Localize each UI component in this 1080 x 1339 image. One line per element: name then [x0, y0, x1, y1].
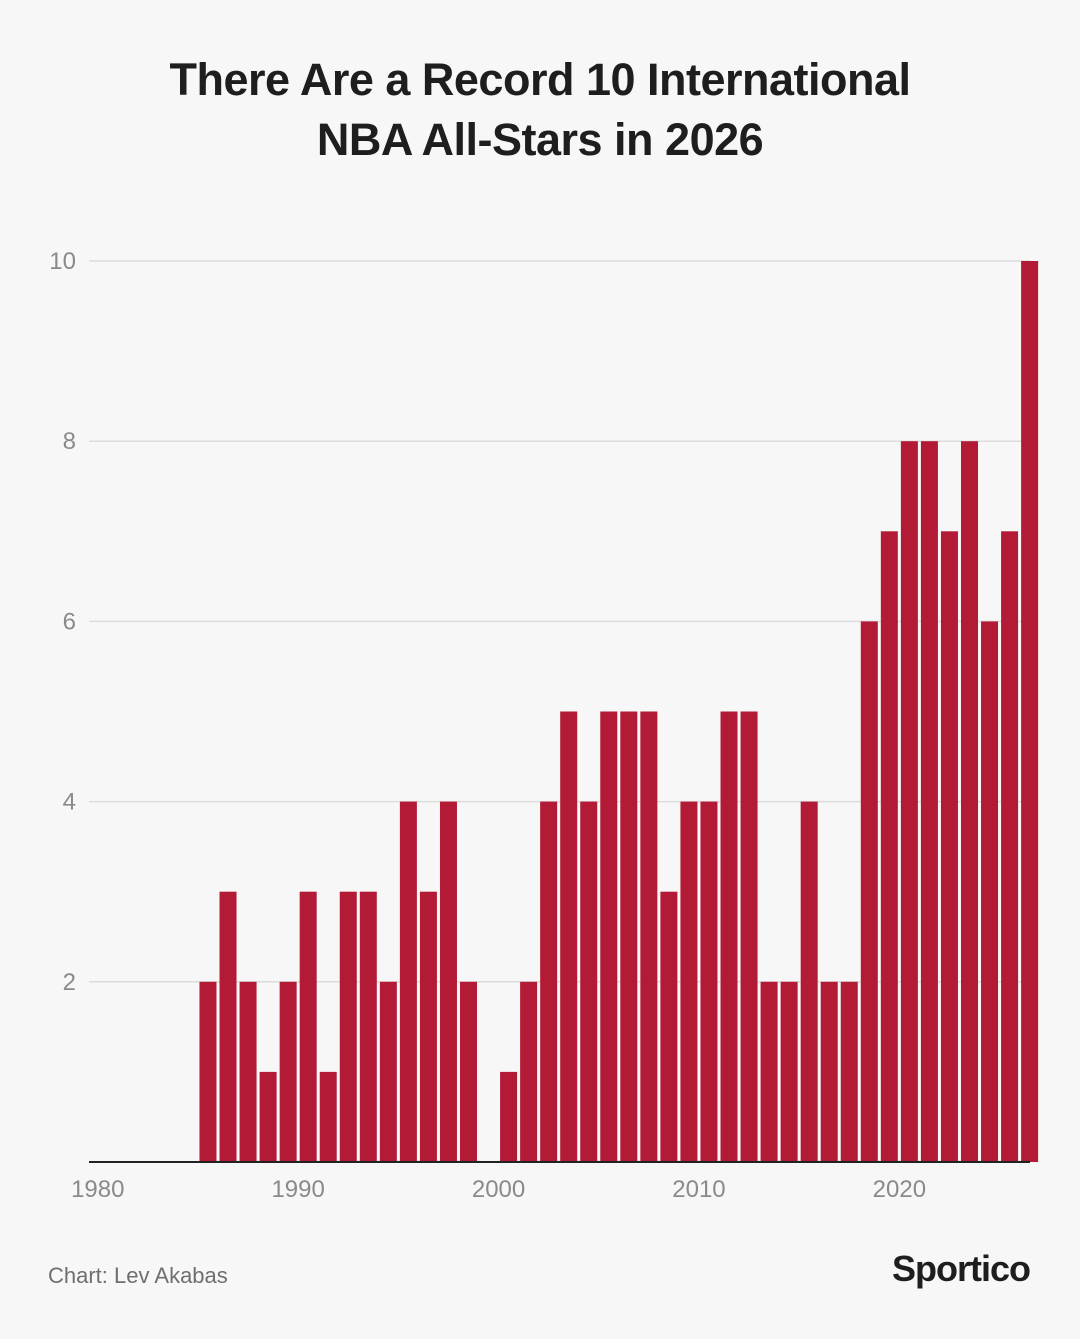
x-axis-tick-labels: 1980 1990 2000 2010 2020	[71, 1176, 926, 1203]
bar-2014	[780, 981, 798, 1162]
bar-1988	[259, 1071, 277, 1162]
chart-title: There Are a Record 10 International NBA …	[60, 50, 1020, 170]
bar-1993	[359, 891, 377, 1162]
bar-2011	[720, 711, 738, 1162]
bar-1991	[319, 1071, 337, 1162]
bar-1987	[239, 981, 257, 1162]
chart-credit: Chart: Lev Akabas	[48, 1263, 228, 1288]
y-tick-label-4: 4	[63, 789, 76, 816]
x-tick-label-2010: 2010	[672, 1176, 725, 1203]
bar-2017	[840, 981, 858, 1162]
bar-2002	[540, 801, 558, 1162]
bar-1985	[199, 981, 217, 1162]
bar-2016	[820, 981, 838, 1162]
bar-1995	[399, 801, 417, 1162]
bar-2000	[500, 1071, 518, 1162]
bar-2015	[800, 801, 818, 1162]
x-tick-label-2000: 2000	[472, 1176, 525, 1203]
bar-2008	[660, 891, 678, 1162]
bar-2018	[860, 621, 878, 1162]
y-axis-tick-labels: 2 4 6 8 10	[49, 248, 76, 996]
bars	[199, 261, 1039, 1162]
bar-2007	[640, 711, 658, 1162]
bar-2006	[620, 711, 638, 1162]
y-tick-label-8: 8	[63, 428, 76, 455]
bar-2021	[920, 441, 938, 1162]
bar-2019	[880, 531, 898, 1162]
bar-2022	[940, 531, 958, 1162]
bar-2005	[600, 711, 618, 1162]
x-tick-label-1990: 1990	[271, 1176, 324, 1203]
bar-2013	[760, 981, 778, 1162]
bar-2003	[560, 711, 578, 1162]
chart-title-line-2: NBA All-Stars in 2026	[316, 114, 764, 165]
bar-1996	[419, 891, 437, 1162]
bar-2001	[520, 981, 538, 1162]
y-tick-label-2: 2	[63, 969, 76, 996]
x-tick-label-2020: 2020	[873, 1176, 926, 1203]
chart-title-line-1: There Are a Record 10 International	[169, 54, 911, 105]
bar-1989	[279, 981, 297, 1162]
bar-1990	[299, 891, 317, 1162]
bar-2023	[961, 441, 978, 1162]
x-tick-label-1980: 1980	[71, 1176, 124, 1203]
sportico-logo: Sportico	[891, 1248, 1031, 1289]
bar-2026	[1021, 261, 1039, 1162]
bar-2012	[740, 711, 758, 1162]
bar-2025	[1001, 531, 1019, 1162]
bar-2020	[900, 441, 918, 1162]
bar-1997	[439, 801, 457, 1162]
y-tick-label-6: 6	[63, 608, 76, 635]
y-tick-label-10: 10	[49, 248, 76, 275]
bar-2004	[580, 801, 598, 1162]
bar-2010	[700, 801, 718, 1162]
bar-2009	[680, 801, 698, 1162]
bar-1992	[339, 891, 357, 1162]
bar-1998	[460, 981, 477, 1162]
bar-2024	[981, 621, 999, 1162]
bar-1994	[379, 981, 397, 1162]
bar-1986	[219, 891, 237, 1162]
